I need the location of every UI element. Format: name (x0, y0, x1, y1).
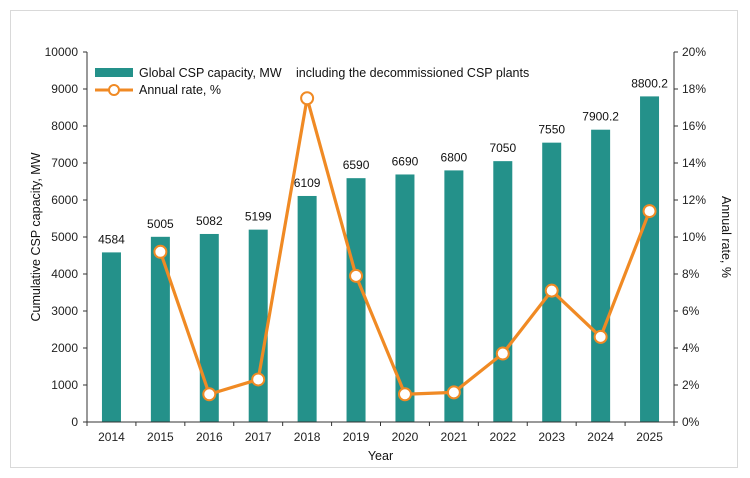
left-tick-label-9000: 9000 (51, 82, 78, 96)
right-tick-label-8: 16% (682, 119, 706, 133)
x-tick-label-2021: 2021 (441, 430, 468, 444)
rate-marker-2023 (544, 283, 559, 298)
bar-2020 (395, 174, 415, 422)
left-tick-label-3000: 3000 (51, 304, 78, 318)
left-tick-label-7000: 7000 (51, 156, 78, 170)
bar-value-label-2015: 5005 (147, 217, 174, 231)
left-tick-label-6000: 6000 (51, 193, 78, 207)
right-tick-label-3: 6% (682, 304, 700, 318)
right-tick-label-2: 4% (682, 341, 700, 355)
x-tick-label-2018: 2018 (294, 430, 321, 444)
right-tick-label-10: 20% (682, 45, 706, 59)
rate-marker-2021 (446, 385, 461, 400)
right-tick-label-0: 0% (682, 415, 700, 429)
bar-2017 (248, 229, 268, 422)
bar-2018 (297, 195, 317, 422)
left-tick-label-0: 0 (71, 415, 78, 429)
rate-marker-2018 (300, 91, 315, 106)
bar-2016 (199, 233, 219, 422)
bar-value-label-2020: 6690 (392, 154, 419, 168)
bar-value-label-2024: 7900.2 (582, 110, 619, 124)
bar-value-label-2017: 5199 (245, 210, 272, 224)
x-axis-title: Year (368, 449, 393, 463)
right-tick-label-1: 2% (682, 378, 700, 392)
right-tick-label-4: 8% (682, 267, 700, 281)
bar-2021 (444, 170, 464, 422)
bar-2014 (101, 252, 121, 422)
bar-value-label-2023: 7550 (538, 123, 565, 137)
x-tick-label-2015: 2015 (147, 430, 174, 444)
bar-value-label-2021: 6800 (441, 150, 468, 164)
chart-frame: 4584 5005 5082 5199 6109 6590 6690 6800 7050 7550… (10, 10, 738, 468)
x-tick-label-2014: 2014 (98, 430, 125, 444)
x-tick-label-2023: 2023 (538, 430, 565, 444)
right-tick-label-6: 12% (682, 193, 706, 207)
rate-marker-2020 (397, 387, 412, 402)
rate-marker-2022 (495, 346, 510, 361)
x-tick-label-2016: 2016 (196, 430, 223, 444)
right-tick-label-7: 14% (682, 156, 706, 170)
rate-marker-2025 (642, 204, 657, 219)
right-tick-label-5: 10% (682, 230, 706, 244)
bar-value-label-2025: 8800.2 (631, 76, 668, 90)
bar-2022 (493, 161, 513, 422)
y-axis-title: Cumulative CSP capacity, MW (29, 152, 43, 321)
rate-marker-2016 (202, 387, 217, 402)
legend-note: including the decommissioned CSP plants (296, 66, 529, 80)
right-tick-label-9: 18% (682, 82, 706, 96)
left-tick-label-4000: 4000 (51, 267, 78, 281)
bar-2024 (591, 129, 611, 422)
bar-value-label-2018: 6109 (294, 176, 321, 190)
legend-swatch-capacity (95, 68, 133, 77)
legend-label-rate: Annual rate, % (139, 83, 221, 97)
csp-capacity-chart: 4584 5005 5082 5199 6109 6590 6690 6800 7050 7550… (29, 45, 733, 463)
rate-marker-2017 (251, 372, 266, 387)
left-tick-label-1000: 1000 (51, 378, 78, 392)
rate-marker-2019 (349, 268, 364, 283)
bar-2023 (542, 142, 562, 422)
left-tick-label-10000: 10000 (45, 45, 79, 59)
rate-marker-2024 (593, 329, 608, 344)
rate-marker-2015 (153, 244, 168, 259)
x-tick-label-2020: 2020 (392, 430, 419, 444)
left-tick-label-2000: 2000 (51, 341, 78, 355)
x-tick-label-2022: 2022 (489, 430, 516, 444)
left-tick-label-5000: 5000 (51, 230, 78, 244)
bar-2025 (640, 96, 660, 422)
bar-value-label-2016: 5082 (196, 214, 223, 228)
bar-value-label-2022: 7050 (489, 141, 516, 155)
legend-label-capacity: Global CSP capacity, MW (139, 66, 282, 80)
x-tick-label-2019: 2019 (343, 430, 370, 444)
x-tick-label-2025: 2025 (636, 430, 663, 444)
bar-2019 (346, 178, 366, 422)
left-tick-label-8000: 8000 (51, 119, 78, 133)
bar-2015 (150, 236, 170, 422)
y2-axis-title: Annual rate, % (719, 196, 733, 278)
x-tick-label-2024: 2024 (587, 430, 614, 444)
bar-value-label-2014: 4584 (98, 232, 125, 246)
x-tick-label-2017: 2017 (245, 430, 272, 444)
legend-swatch-rate-marker (108, 84, 120, 96)
bar-value-label-2019: 6590 (343, 158, 370, 172)
